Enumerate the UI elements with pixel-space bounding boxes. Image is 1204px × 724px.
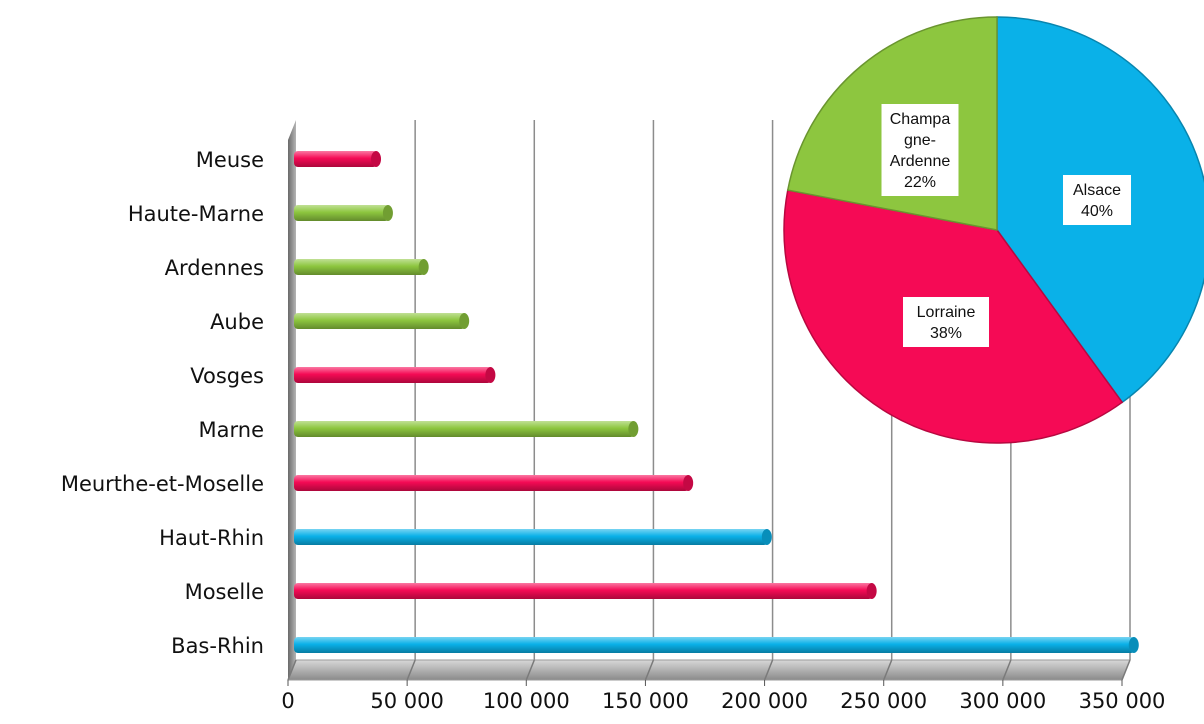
pie-label-box [903,297,989,347]
pie-label-box [1063,175,1131,225]
bar-end-cap [459,313,470,329]
pie-label-line: Ardenne [890,153,951,170]
bar-end-cap [485,367,496,383]
bar-end-cap [761,529,772,545]
x-tick-label: 150 000 [602,689,689,713]
bar [294,583,873,599]
x-tick-label: 0 [281,689,294,713]
floor-gridline [883,659,893,681]
bar-chart: 0 50 000 100 000 150 000 200 000 250 000 300 0… [61,120,1166,713]
bar [294,367,492,383]
bar-end-cap [371,151,382,167]
category-label: Meuse [196,148,264,172]
category-label: Vosges [190,364,264,388]
category-label: Haute-Marne [128,202,264,226]
bar [294,151,378,167]
floor-gridline [1121,659,1131,681]
category-label: Bas-Rhin [171,634,264,658]
pie-label-line: Alsace [1073,182,1121,199]
category-label: Ardennes [165,256,264,280]
floor-gridline [1002,659,1012,681]
floor-gridline [525,659,535,681]
pie-label-line: Lorraine [917,304,976,321]
bar-end-cap [628,421,639,437]
bar-end-cap [866,583,877,599]
pie-label-line: 22% [904,174,936,191]
category-label: Haut-Rhin [159,526,264,550]
x-tick-label: 50 000 [370,689,443,713]
x-tick-label: 250 000 [840,689,927,713]
category-label: Marne [199,418,264,442]
bar [294,205,389,221]
bar-end-cap [382,205,393,221]
bar [294,637,1135,653]
pie-label: Champa gne- Ardenne 22% [890,111,951,191]
pie-label: Alsace 40% [1073,182,1121,220]
bar [294,421,635,437]
x-tick-label: 350 000 [1079,689,1166,713]
floor-gridline [763,659,774,681]
bar [294,475,690,491]
floor-gridline [406,659,416,681]
pie-label-line: gne- [904,132,936,149]
x-tick-label: 200 000 [721,689,808,713]
bar [294,529,768,545]
bar-end-cap [1128,637,1139,653]
x-tick-label: 300 000 [959,689,1046,713]
category-label: Moselle [185,580,264,604]
bar [294,259,425,275]
bar-end-cap [683,475,694,491]
pie-label-line: 38% [930,325,962,342]
floor-gridline [644,659,655,681]
x-tick-label: 100 000 [483,689,570,713]
pie-label-line: Champa [890,111,951,128]
floor-gridline [287,659,297,681]
pie-chart: Alsace 40% Lorraine 38% Champa gne- Ardenne 22% [783,16,1204,444]
bar-end-cap [418,259,429,275]
pie-label-line: 40% [1081,203,1113,220]
pie-label: Lorraine 38% [917,304,976,342]
category-label: Meurthe-et-Moselle [61,472,264,496]
bar [294,313,466,329]
pie-label-box [881,104,959,196]
category-label: Aube [210,310,264,334]
